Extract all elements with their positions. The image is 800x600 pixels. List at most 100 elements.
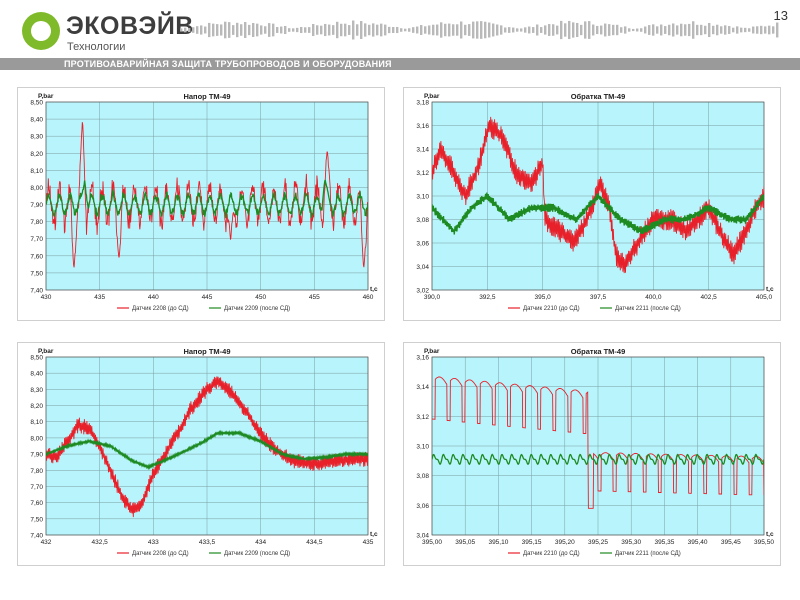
- x-axis-label: t,c: [766, 286, 774, 293]
- wave-bar: [668, 24, 671, 36]
- company-logo: ЭКОВЭЙВ Технологии: [22, 12, 193, 56]
- wave-bar: [392, 27, 395, 33]
- banner-text: ПРОТИВОАВАРИЙНАЯ ЗАЩИТА ТРУБОПРОВОДОВ И …: [64, 59, 392, 69]
- wave-bar: [568, 20, 571, 40]
- x-tick-label: 455: [309, 294, 320, 301]
- x-tick-label: 390,0: [424, 294, 441, 301]
- wave-bar: [296, 27, 299, 33]
- wave-bar: [364, 23, 367, 37]
- wave-bar: [376, 24, 379, 36]
- wave-bar: [400, 28, 403, 32]
- y-tick-label: 8,50: [30, 355, 43, 362]
- y-axis-label: P,bar: [38, 348, 54, 355]
- x-tick-label: 440: [148, 294, 159, 301]
- legend-label: Датчик 2209 (после СД): [224, 551, 290, 557]
- y-tick-label: 3,16: [416, 355, 429, 362]
- wave-bar: [312, 23, 315, 37]
- wave-bar: [648, 25, 651, 35]
- wave-bar: [200, 25, 203, 35]
- x-tick-label: 434,5: [306, 539, 323, 546]
- y-tick-label: 8,30: [30, 134, 43, 141]
- y-tick-label: 7,90: [30, 202, 43, 209]
- wave-bar: [552, 24, 555, 36]
- logo-subtitle: Технологии: [67, 41, 126, 53]
- y-tick-label: 8,00: [30, 185, 43, 192]
- x-axis-label: t,c: [370, 286, 378, 293]
- y-tick-label: 7,70: [30, 484, 43, 491]
- wave-bar: [336, 21, 339, 39]
- x-tick-label: 445: [202, 294, 213, 301]
- chart-svg: 3,02 3,04 3,06 3,08 3,10 3,12 3,14 3,16 3,18 390,…: [416, 92, 774, 312]
- wave-bar: [460, 21, 463, 39]
- wave-bar: [764, 26, 767, 34]
- wave-bar: [360, 21, 363, 39]
- page-number: 13: [773, 8, 788, 23]
- wave-bar: [340, 23, 343, 37]
- wave-bar: [212, 23, 215, 37]
- series-line: [432, 192, 764, 235]
- wave-bar: [700, 24, 703, 36]
- x-tick-label: 392,5: [479, 294, 496, 301]
- x-axis-label: t,c: [766, 531, 774, 538]
- wave-bar: [660, 24, 663, 36]
- series-line: [432, 376, 764, 509]
- y-tick-label: 3,06: [416, 241, 429, 248]
- x-tick-label: 395,00: [422, 539, 442, 546]
- wave-bar: [548, 24, 551, 36]
- x-tick-label: 395,05: [455, 539, 475, 546]
- wave-bar: [768, 25, 771, 35]
- wave-bar: [288, 28, 291, 32]
- y-tick-label: 7,40: [30, 533, 43, 540]
- y-tick-label: 8,20: [30, 151, 43, 158]
- x-tick-label: 397,5: [590, 294, 607, 301]
- x-tick-label: 395,40: [688, 539, 708, 546]
- chart-panel-bottom-right: 3,04 3,06 3,08 3,10 3,12 3,14 3,16 395,00 395,05…: [403, 342, 781, 566]
- wave-bar: [380, 23, 383, 37]
- series-line: [432, 453, 764, 466]
- wave-bar: [404, 28, 407, 32]
- wave-bar: [328, 24, 331, 36]
- y-tick-label: 3,08: [416, 473, 429, 480]
- x-tick-label: 435: [363, 539, 374, 546]
- y-tick-label: 8,10: [30, 168, 43, 175]
- wave-bar: [572, 22, 575, 38]
- banner: [0, 58, 800, 70]
- wave-bar: [284, 25, 287, 35]
- x-tick-label: 395,30: [621, 539, 641, 546]
- x-tick-label: 395,10: [488, 539, 508, 546]
- x-tick-label: 395,15: [522, 539, 542, 546]
- wave-bar: [180, 28, 183, 32]
- wave-bar: [680, 23, 683, 37]
- wave-bar: [644, 26, 647, 34]
- plot-frame: [431, 356, 765, 536]
- wave-bar: [656, 26, 659, 34]
- wave-bar: [556, 25, 559, 35]
- y-tick-label: 3,02: [416, 288, 429, 295]
- wave-bar: [428, 25, 431, 35]
- wave-bar: [756, 26, 759, 34]
- wave-bar: [412, 27, 415, 33]
- wave-bar: [352, 20, 355, 40]
- y-tick-label: 7,60: [30, 253, 43, 260]
- wave-bar: [448, 23, 451, 37]
- wave-bar: [692, 21, 695, 39]
- y-axis-label: P,bar: [38, 93, 54, 100]
- y-tick-label: 3,10: [416, 194, 429, 201]
- logo-name: ЭКОВЭЙВ: [66, 12, 194, 40]
- x-tick-label: 430: [41, 294, 52, 301]
- x-tick-label: 395,0: [535, 294, 552, 301]
- wave-bar: [316, 25, 319, 35]
- wave-bar: [588, 21, 591, 39]
- wave-bar: [540, 27, 543, 33]
- wave-bar: [732, 27, 735, 33]
- wave-bar: [616, 24, 619, 36]
- wave-bar: [356, 24, 359, 36]
- wave-bar: [228, 22, 231, 38]
- wave-bar: [480, 21, 483, 39]
- wave-bar: [500, 25, 503, 35]
- wave-bar: [528, 26, 531, 34]
- wave-bar: [580, 24, 583, 36]
- wave-bar: [268, 23, 271, 37]
- x-tick-label: 433: [148, 539, 159, 546]
- y-tick-label: 8,30: [30, 387, 43, 394]
